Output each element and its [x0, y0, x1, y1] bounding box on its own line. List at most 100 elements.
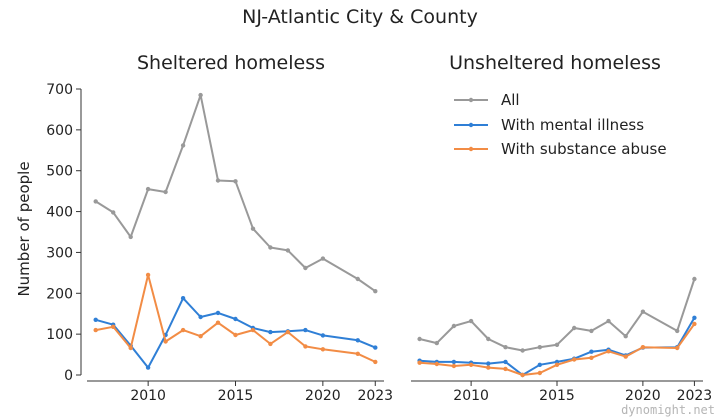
unsheltered-point-with-substance-abuse: [468, 362, 474, 367]
panel-right-title: Unsheltered homeless: [449, 52, 661, 74]
sheltered-point-with-substance-abuse: [128, 345, 133, 351]
unsheltered-point-with-substance-abuse: [623, 354, 628, 359]
unsheltered-point-all: [640, 309, 646, 314]
unsheltered-point-with-mental-illness: [692, 315, 697, 320]
unsheltered-point-with-substance-abuse: [486, 365, 491, 370]
legend-entry-mental-illness: With mental illness: [454, 116, 644, 134]
unsheltered-point-all: [451, 323, 457, 329]
legend-label-substance-abuse: With substance abuse: [501, 140, 667, 158]
unsheltered-point-with-mental-illness: [451, 359, 457, 365]
legend-label-mental-illness: With mental illness: [501, 116, 644, 134]
unsheltered-x-tick-label: 2015: [539, 388, 575, 404]
unsheltered-x-tick-label: 2023: [677, 388, 713, 404]
sheltered-y-tick-label: 600: [46, 123, 73, 139]
sheltered-point-with-mental-illness: [93, 317, 98, 322]
unsheltered-point-with-substance-abuse: [692, 321, 697, 327]
sheltered-y-tick-label: 200: [46, 286, 73, 302]
sheltered-point-with-substance-abuse: [180, 327, 186, 333]
sheltered-point-all: [373, 289, 378, 294]
unsheltered-point-with-mental-illness: [503, 359, 508, 365]
unsheltered-point-all: [486, 336, 491, 342]
watermark: dynomight.net: [621, 403, 715, 417]
sheltered-point-all: [180, 143, 186, 148]
sheltered-point-all: [250, 226, 256, 231]
sheltered-point-with-substance-abuse: [163, 339, 168, 344]
sheltered-point-with-mental-illness: [268, 329, 273, 335]
sheltered-point-all: [128, 234, 133, 240]
legend-marker-substance-abuse: [468, 146, 474, 152]
sheltered-point-with-substance-abuse: [355, 351, 360, 356]
panel-left-title: Sheltered homeless: [137, 52, 325, 74]
sheltered-point-with-mental-illness: [320, 333, 326, 338]
y-axis-label: Number of people: [15, 161, 33, 296]
unsheltered-point-with-substance-abuse: [554, 362, 560, 367]
sheltered-point-all: [285, 248, 291, 253]
sheltered-x-tick-label: 2020: [305, 388, 341, 404]
legend-entry-substance-abuse: With substance abuse: [454, 140, 667, 158]
sheltered-point-with-mental-illness: [215, 310, 221, 316]
sheltered-y-tick-label: 500: [46, 164, 73, 180]
unsheltered-point-with-substance-abuse: [640, 345, 646, 350]
sheltered-point-with-substance-abuse: [250, 327, 256, 333]
unsheltered-series-line-with-substance-abuse: [419, 323, 696, 376]
legend: All With mental illness With substance a…: [454, 91, 667, 158]
sheltered-point-with-substance-abuse: [373, 359, 378, 365]
unsheltered-point-with-substance-abuse: [434, 361, 439, 367]
sheltered-point-with-substance-abuse: [198, 334, 203, 339]
legend-entry-all: All: [454, 91, 520, 109]
sheltered-point-all: [93, 199, 98, 204]
unsheltered-point-all: [692, 276, 697, 282]
legend-label-all: All: [501, 91, 520, 109]
unsheltered-x-tick-label: 2010: [453, 388, 489, 404]
sheltered-y-tick-label: 700: [46, 82, 73, 98]
sheltered-point-with-substance-abuse: [285, 329, 291, 335]
unsheltered-point-with-substance-abuse: [675, 345, 680, 351]
unsheltered-point-all: [434, 340, 439, 346]
sheltered-point-all: [355, 276, 360, 282]
sheltered-point-with-substance-abuse: [145, 272, 151, 278]
unsheltered-x-tick-label: 2020: [625, 388, 661, 404]
unsheltered-series-line-all: [419, 278, 696, 352]
legend-marker-all: [468, 97, 474, 103]
unsheltered-point-with-substance-abuse: [520, 372, 525, 378]
panel-sheltered: 2010 2015 2020 2023 0 100 200 300 400 500 600 700: [46, 82, 393, 404]
unsheltered-point-with-substance-abuse: [537, 370, 542, 376]
sheltered-point-with-substance-abuse: [320, 347, 326, 352]
sheltered-point-with-mental-illness: [303, 327, 308, 333]
unsheltered-point-all: [417, 336, 422, 342]
unsheltered-point-all: [623, 334, 628, 339]
sheltered-point-with-mental-illness: [180, 296, 186, 301]
unsheltered-point-with-substance-abuse: [572, 357, 577, 362]
sheltered-point-with-substance-abuse: [215, 320, 221, 325]
sheltered-y-tick-label: 300: [46, 245, 73, 261]
unsheltered-point-with-mental-illness: [486, 361, 491, 366]
unsheltered-point-with-mental-illness: [589, 349, 594, 354]
sheltered-point-all: [215, 178, 221, 183]
unsheltered-point-all: [520, 348, 525, 353]
unsheltered-point-all: [606, 318, 611, 324]
sheltered-point-with-mental-illness: [233, 316, 238, 322]
sheltered-point-all: [145, 186, 151, 192]
panel-unsheltered: 2010 2015 2020 2023: [411, 276, 713, 404]
sheltered-y-tick-label: 400: [46, 205, 73, 221]
sheltered-point-all: [163, 189, 168, 195]
sheltered-series-line-with-mental-illness: [95, 297, 376, 369]
sheltered-x-tick-label: 2023: [357, 388, 393, 404]
unsheltered-point-with-substance-abuse: [589, 355, 594, 360]
unsheltered-point-with-substance-abuse: [451, 363, 457, 369]
sheltered-point-all: [111, 210, 116, 215]
unsheltered-point-all: [503, 345, 508, 350]
sheltered-point-all: [198, 92, 203, 98]
sheltered-point-with-substance-abuse: [268, 341, 273, 347]
sheltered-x-tick-label: 2010: [130, 388, 166, 404]
sheltered-point-with-mental-illness: [145, 365, 151, 370]
sheltered-y-tick-label: 0: [64, 368, 73, 384]
unsheltered-point-with-mental-illness: [537, 362, 542, 367]
sheltered-point-with-mental-illness: [198, 314, 203, 320]
unsheltered-point-all: [572, 325, 577, 331]
unsheltered-point-with-substance-abuse: [417, 360, 422, 365]
sheltered-point-all: [268, 245, 273, 250]
sheltered-series-line-with-substance-abuse: [95, 273, 376, 363]
sheltered-point-with-substance-abuse: [93, 327, 98, 333]
